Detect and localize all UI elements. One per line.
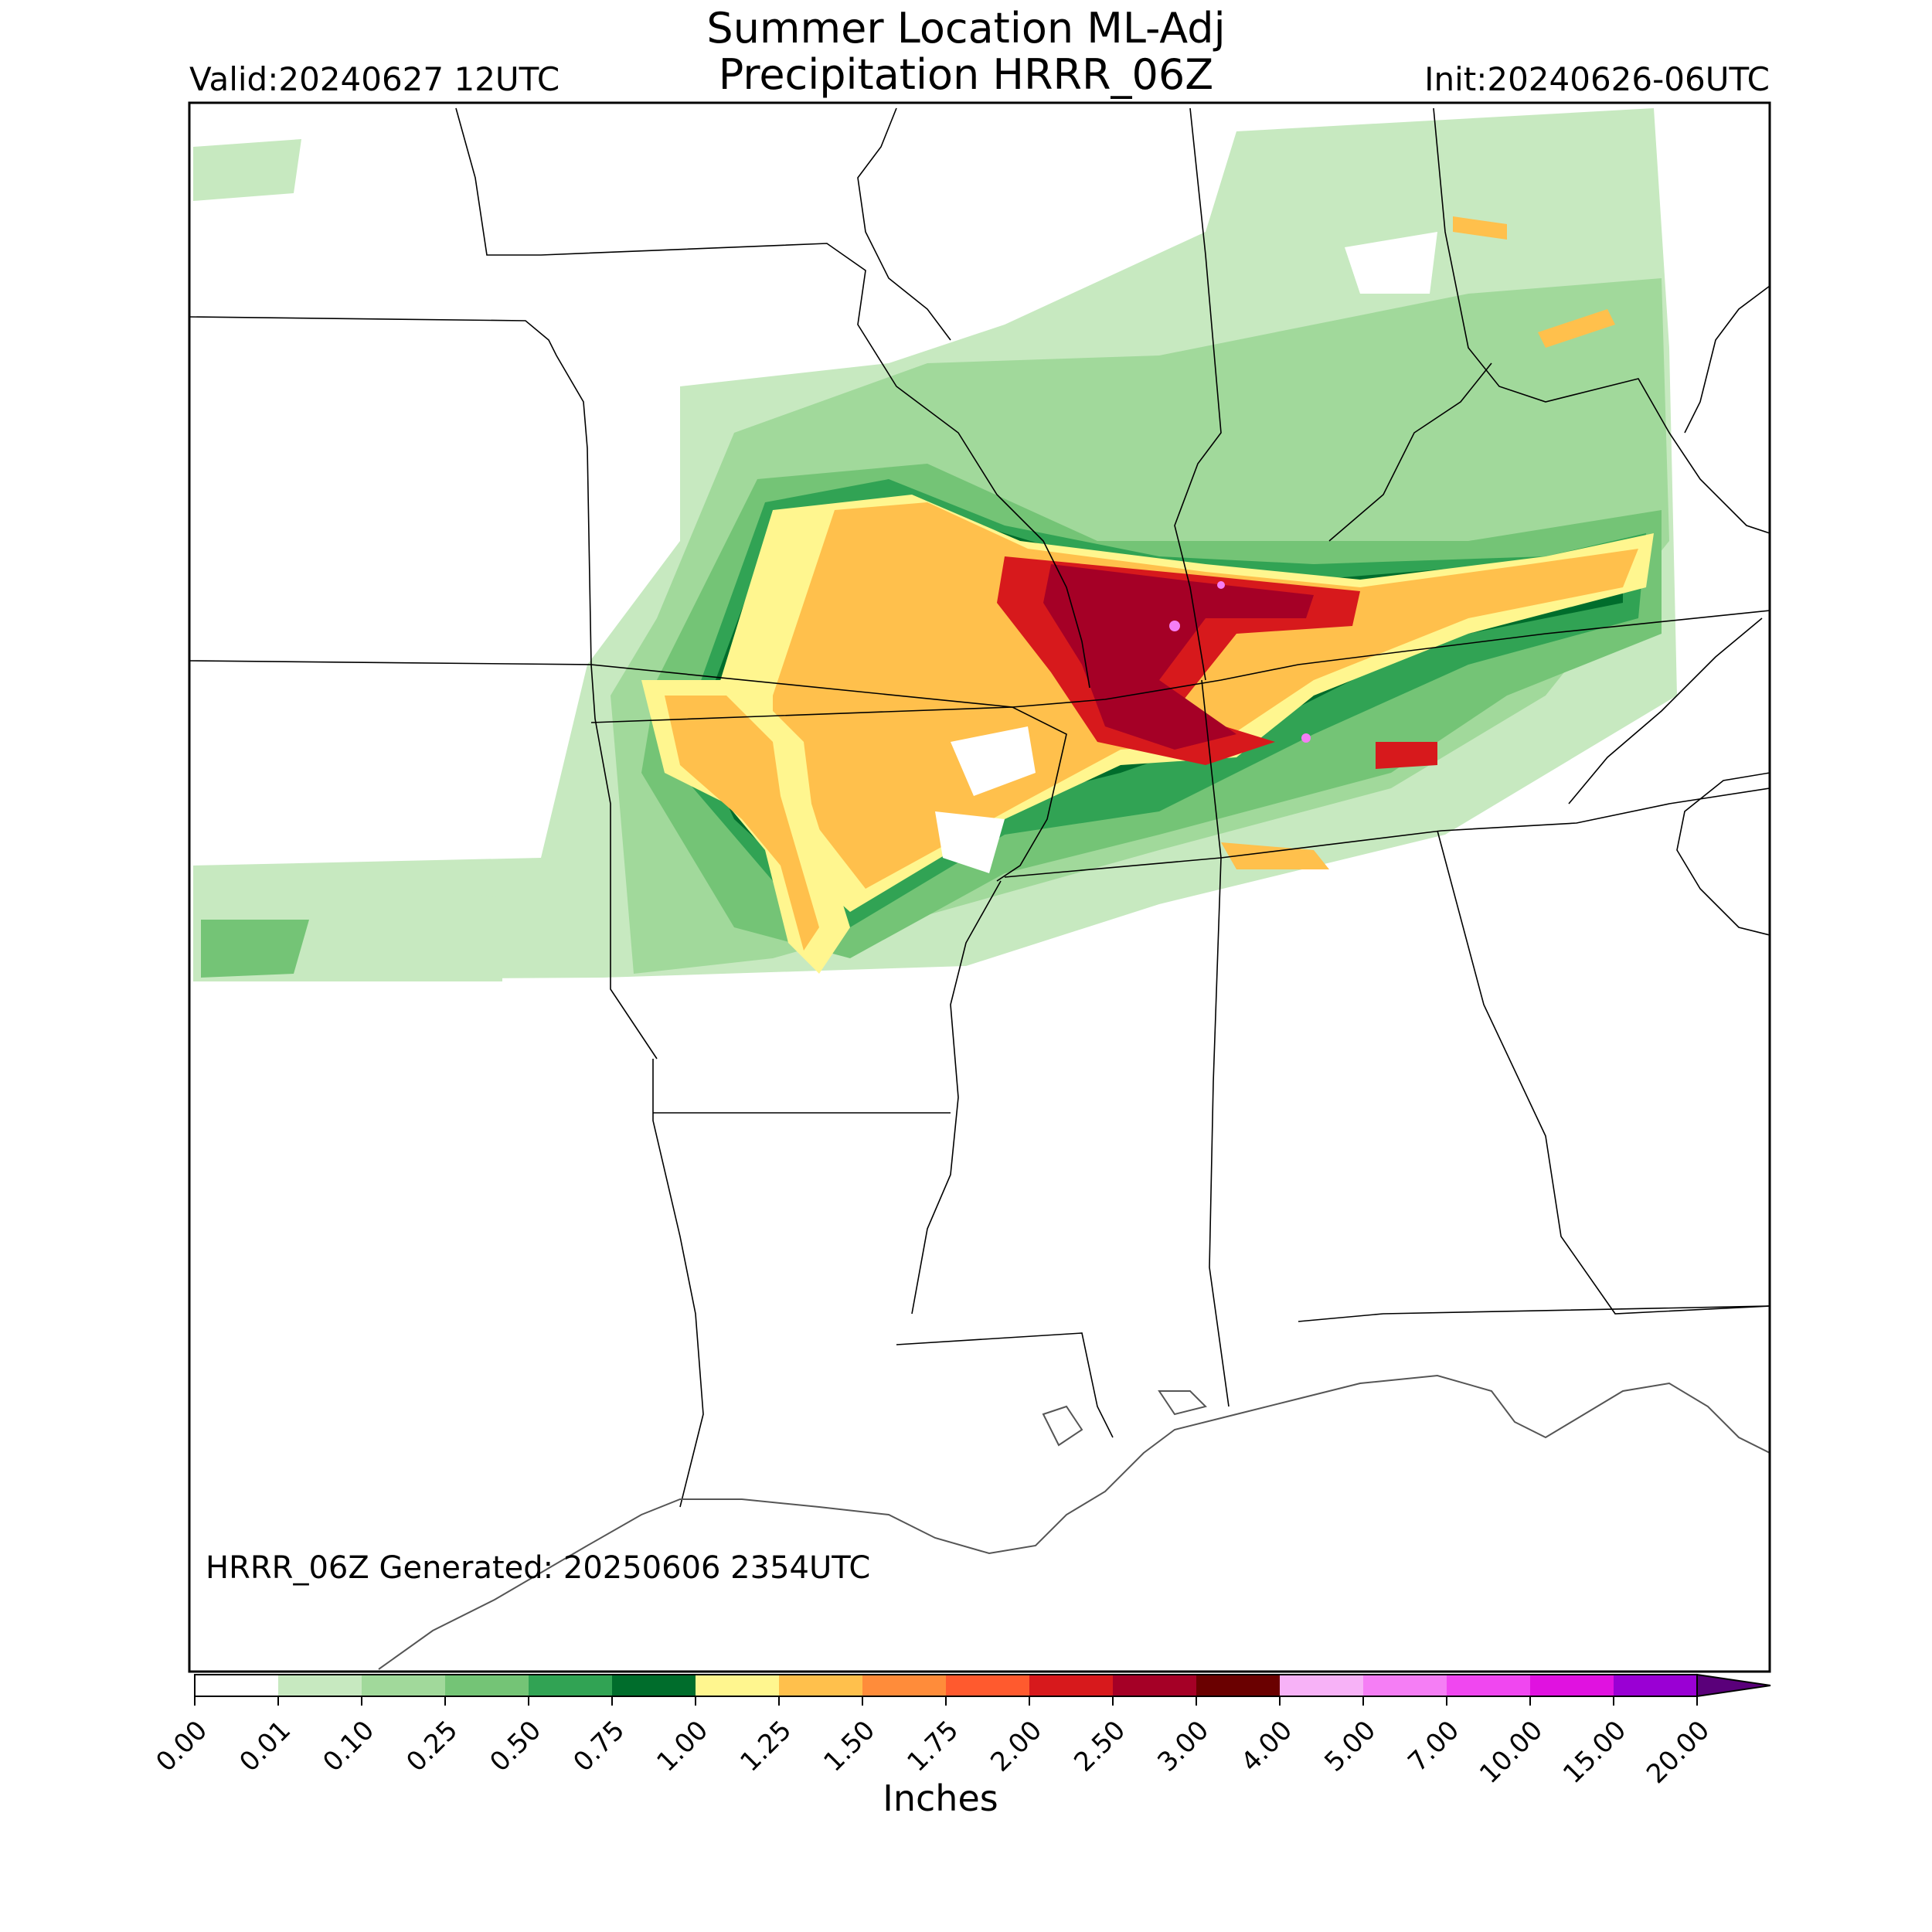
state-border <box>1684 285 1770 434</box>
generated-label: HRRR_06Z Generated: 20250606 2354UTC <box>206 1550 871 1586</box>
colorbar-segment <box>278 1675 362 1696</box>
colorbar-segment <box>529 1675 612 1696</box>
precip-heavy-darkred <box>1043 564 1314 750</box>
map-title-line2: Precipitation HRRR_06Z <box>718 50 1214 99</box>
valid-time-label: Valid:20240627 12UTC <box>189 60 560 98</box>
colorbar-segment <box>1196 1675 1280 1696</box>
state-border <box>857 107 951 341</box>
gulf-coast <box>378 1374 1770 1670</box>
colorbar-segment <box>1029 1675 1113 1696</box>
colorbar-segment <box>1280 1675 1363 1696</box>
precip-cell-sw-orange <box>665 696 819 951</box>
coastline <box>378 1374 1770 1670</box>
state-border <box>189 660 592 665</box>
precipitation-field <box>193 108 1677 981</box>
coast-island <box>1158 1390 1207 1416</box>
colorbar <box>194 1673 1771 1706</box>
state-border <box>1568 617 1763 804</box>
precip-max-pink <box>1217 581 1225 589</box>
precip-west-strip2 <box>201 920 309 978</box>
colorbar-segment <box>779 1675 862 1696</box>
colorbar-segment <box>362 1675 445 1696</box>
state-border <box>1433 107 1770 534</box>
state-border <box>1004 787 1770 878</box>
colorbar-segment <box>1530 1675 1614 1696</box>
state-border <box>1174 107 1222 681</box>
state-border <box>1298 1305 1770 1322</box>
state-border <box>1328 362 1492 542</box>
precip-cell-s2 <box>1376 742 1437 769</box>
precip-dry-hole <box>951 726 1036 796</box>
state-border <box>1201 679 1230 1407</box>
colorbar-segment <box>1614 1675 1697 1696</box>
colorbar-segment <box>612 1675 696 1696</box>
map-title-line1: Summer Location ML-Adj <box>706 4 1226 53</box>
precip-cell-ne2 <box>1538 309 1615 348</box>
colorbar-segment <box>1447 1675 1530 1696</box>
colorbar-segment <box>1113 1675 1196 1696</box>
colorbar-units-label: Inches <box>883 1777 998 1819</box>
precip-cell-ne <box>1453 216 1507 240</box>
coast-island <box>1042 1405 1083 1447</box>
map-frame <box>188 101 1771 1673</box>
state-border <box>455 107 1090 689</box>
colorbar-segment <box>195 1675 278 1696</box>
precip-heavy-orange <box>773 502 1638 889</box>
precip-max-pink <box>1169 621 1180 631</box>
state-border <box>652 1059 704 1508</box>
precip-nw-blobs <box>193 139 301 201</box>
colorbar-segment <box>445 1675 529 1696</box>
precip-cell-s <box>1221 842 1329 869</box>
precip-dry-hole <box>935 811 1005 873</box>
precip-max-pink <box>1301 733 1311 743</box>
state-borders <box>189 107 1770 1508</box>
colorbar-segment <box>696 1675 779 1696</box>
init-time-label: Init:20240626-06UTC <box>1424 60 1770 98</box>
state-border <box>590 664 658 1060</box>
colorbar-segment <box>946 1675 1029 1696</box>
state-border <box>896 1332 1114 1438</box>
state-border <box>590 706 1067 882</box>
colorbar-segment <box>1363 1675 1447 1696</box>
state-border <box>1437 830 1770 1315</box>
colorbar-segment <box>862 1675 946 1696</box>
state-border <box>1676 772 1770 936</box>
precip-dry-hole <box>1345 232 1437 294</box>
state-border <box>911 880 1002 1315</box>
colorbar-extend-arrow <box>1696 1673 1771 1698</box>
